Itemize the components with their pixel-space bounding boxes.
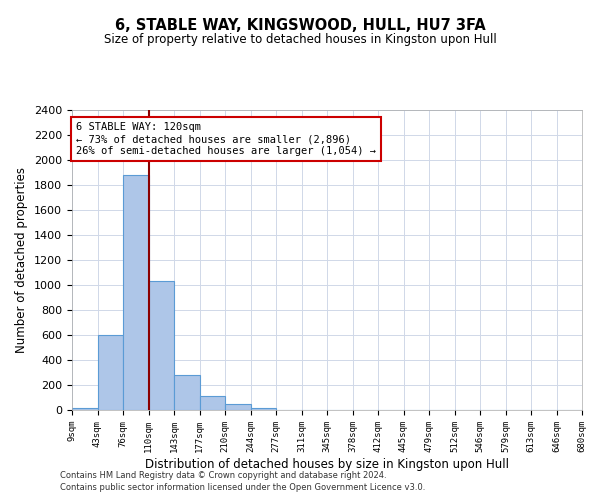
Bar: [72, 408, 97, 410]
X-axis label: Distribution of detached houses by size in Kingston upon Hull: Distribution of detached houses by size …: [145, 458, 509, 470]
Text: 6, STABLE WAY, KINGSWOOD, HULL, HU7 3FA: 6, STABLE WAY, KINGSWOOD, HULL, HU7 3FA: [115, 18, 485, 32]
Text: Contains public sector information licensed under the Open Government Licence v3: Contains public sector information licen…: [60, 484, 425, 492]
Text: 6 STABLE WAY: 120sqm
← 73% of detached houses are smaller (2,896)
26% of semi-de: 6 STABLE WAY: 120sqm ← 73% of detached h…: [76, 122, 376, 156]
Bar: [149, 281, 174, 410]
Text: Size of property relative to detached houses in Kingston upon Hull: Size of property relative to detached ho…: [104, 32, 496, 46]
Bar: [97, 335, 123, 410]
Bar: [123, 175, 149, 410]
Bar: [225, 404, 251, 410]
Bar: [199, 396, 225, 410]
Bar: [174, 375, 199, 410]
Text: Contains HM Land Registry data © Crown copyright and database right 2024.: Contains HM Land Registry data © Crown c…: [60, 471, 386, 480]
Bar: [251, 408, 276, 410]
Y-axis label: Number of detached properties: Number of detached properties: [16, 167, 28, 353]
